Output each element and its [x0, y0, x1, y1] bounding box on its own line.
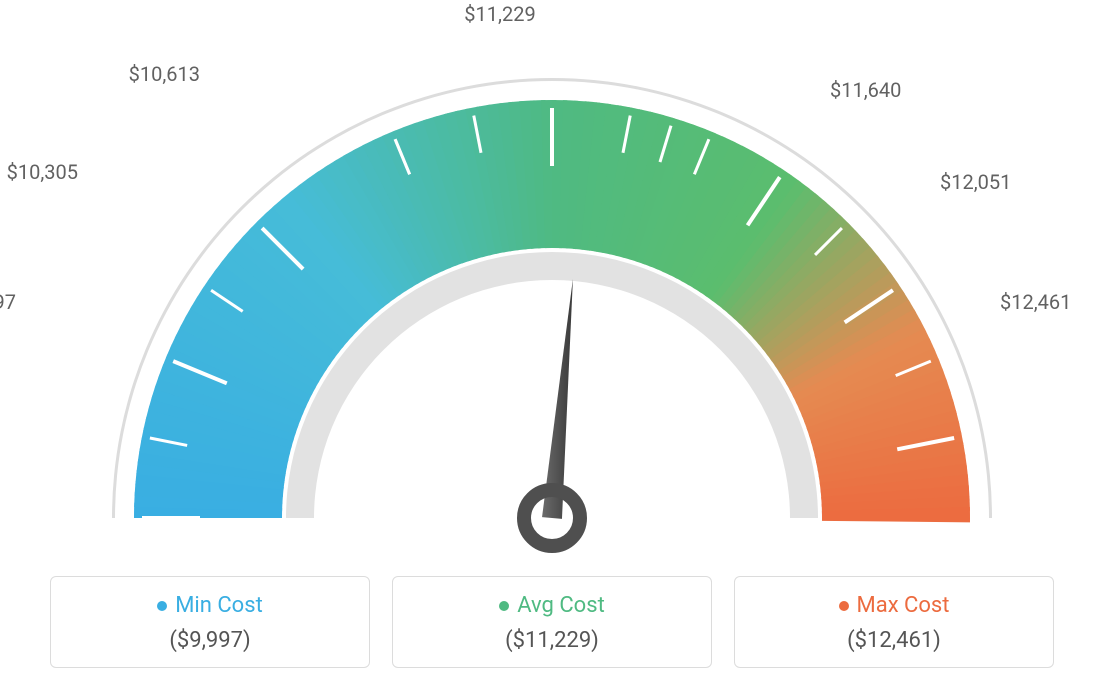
gauge-tick-label: $11,229: [464, 2, 535, 26]
min-cost-title: Min Cost: [157, 593, 263, 618]
min-cost-value: ($9,997): [61, 628, 359, 653]
max-cost-label: Max Cost: [857, 593, 950, 618]
gauge-tick-label: $12,461: [1000, 290, 1071, 314]
gauge-tick-label: $11,640: [830, 78, 901, 102]
min-cost-label: Min Cost: [175, 593, 263, 618]
min-dot-icon: [157, 601, 167, 611]
avg-cost-label: Avg Cost: [517, 593, 605, 618]
gauge-tick-label: $10,613: [129, 62, 200, 86]
max-cost-title: Max Cost: [839, 593, 950, 618]
gauge-tick-label: $9,997: [0, 290, 16, 314]
summary-cards: Min Cost ($9,997) Avg Cost ($11,229) Max…: [0, 576, 1104, 668]
max-dot-icon: [839, 601, 849, 611]
max-cost-value: ($12,461): [745, 628, 1043, 653]
avg-cost-value: ($11,229): [403, 628, 701, 653]
gauge-tick-label: $10,305: [7, 160, 78, 184]
gauge-svg: [22, 30, 1082, 570]
gauge-tick-label: $12,051: [940, 170, 1011, 194]
gauge-chart: $9,997 $10,305 $10,613 $11,229 $11,640 $12,05…: [0, 0, 1104, 560]
max-cost-card: Max Cost ($12,461): [734, 576, 1054, 668]
avg-dot-icon: [499, 601, 509, 611]
min-cost-card: Min Cost ($9,997): [50, 576, 370, 668]
avg-cost-card: Avg Cost ($11,229): [392, 576, 712, 668]
avg-cost-title: Avg Cost: [499, 593, 605, 618]
